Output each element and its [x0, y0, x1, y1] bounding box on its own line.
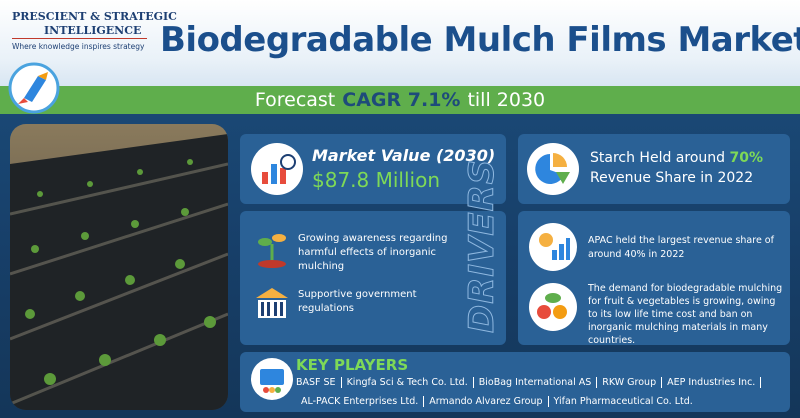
key-players-title: KEY PLAYERS [296, 356, 409, 374]
player: AL-PACK Enterprises Ltd. [296, 396, 425, 407]
player: BioBag International AS [474, 377, 598, 388]
sprout-icon [258, 234, 286, 268]
market-value-label: Market Value (2030) [312, 146, 496, 165]
player: BASF SE [296, 377, 342, 388]
drivers-card [240, 211, 506, 345]
player: Yifan Pharmaceutical Co. Ltd. [553, 396, 693, 407]
field-photo [10, 124, 228, 410]
rocket-icon [8, 62, 60, 114]
government-icon [256, 288, 288, 318]
player: AEP Industries Inc. [662, 377, 762, 388]
market-value: $87.8 Million [312, 168, 441, 192]
banner-text: Forecast [254, 89, 336, 111]
banner: Forecast CAGR 7.1% till 2030 [0, 86, 800, 114]
driver-text: Growing awareness regarding harmful effe… [298, 233, 448, 272]
revenue-icon [529, 223, 577, 271]
drivers-label: DRIVERS [462, 158, 503, 333]
insight-text: APAC held the largest revenue share of a… [588, 235, 774, 260]
driver-text: Supportive government regulations [298, 289, 417, 314]
logo-tagline: Where knowledge inspires strategy [12, 42, 145, 51]
field-illustration [10, 124, 228, 410]
player: Kingfa Sci & Tech Co. Ltd. [342, 377, 474, 388]
market-icon [251, 143, 303, 195]
fruit-icon [529, 283, 577, 331]
players-icon [251, 358, 293, 400]
starch-after: Revenue Share in 2022 [590, 170, 754, 186]
banner-highlight: CAGR 7.1% [342, 89, 461, 111]
logo-line: PRESCIENT & STRATEGIC [12, 10, 177, 23]
player: RKW Group [597, 377, 663, 388]
title: Biodegradable Mulch Films Market [160, 20, 800, 60]
player: Armando Alvarez Group [424, 396, 549, 407]
key-players-card [240, 352, 790, 412]
insight-text: The demand for biodegradable mulching fo… [588, 283, 783, 346]
players-list: BASF SE Kingfa Sci & Tech Co. Ltd. BioBag … [296, 377, 786, 407]
banner-text: till 2030 [467, 89, 546, 111]
starch-highlight: 70% [729, 150, 763, 166]
header [0, 0, 800, 86]
starch-text: Starch Held around 70% [590, 150, 763, 166]
starch-before: Starch Held around [590, 150, 726, 166]
logo-rule [12, 38, 147, 39]
pie-icon [527, 143, 579, 195]
logo-line: INTELLIGENCE [44, 24, 142, 37]
